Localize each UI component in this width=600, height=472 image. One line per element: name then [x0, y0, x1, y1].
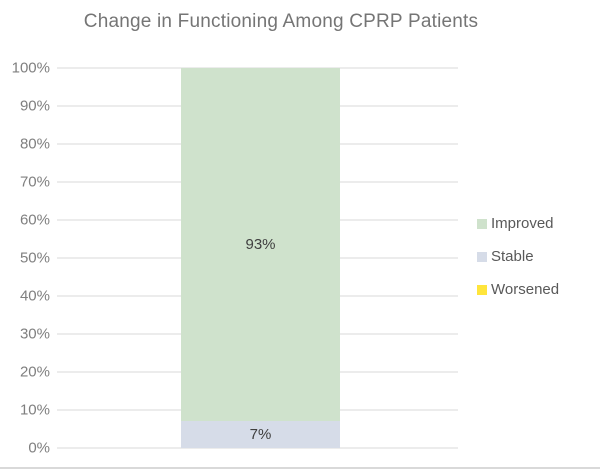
legend-label: Stable	[491, 248, 534, 265]
legend-item-stable: Stable	[477, 249, 559, 264]
y-axis-tick-label: 50%	[19, 249, 50, 267]
y-axis-tick-label: 90%	[19, 97, 50, 115]
legend-label: Improved	[491, 215, 554, 232]
legend-swatch-icon	[477, 284, 487, 295]
bottom-border-line	[0, 467, 600, 469]
y-axis-tick-label: 100%	[11, 59, 50, 77]
legend-label: Worsened	[491, 281, 560, 298]
legend-item-worsened: Worsened	[477, 282, 559, 297]
legend-swatch-icon	[477, 218, 487, 229]
chart-title: Change in Functioning Among CPRP Patient…	[83, 11, 479, 32]
y-axis: 0% 10% 20% 30% 40% 50% 60% 70% 80% 90% 100%	[0, 61, 50, 456]
plot-area: 7% 93%	[57, 67, 458, 449]
bar-segment-stable: 7%	[181, 421, 340, 448]
y-axis-tick-label: 60%	[19, 211, 50, 229]
data-label-improved: 93%	[245, 236, 276, 254]
y-axis-tick-label: 80%	[19, 135, 50, 153]
gridline	[57, 447, 458, 449]
y-axis-tick-label: 30%	[19, 325, 50, 343]
bar-segment-improved: 93%	[181, 68, 340, 422]
y-axis-tick-label: 20%	[19, 363, 50, 381]
y-axis-tick-label: 0%	[28, 439, 50, 457]
data-label-stable: 7%	[249, 426, 272, 444]
y-axis-tick-label: 70%	[19, 173, 50, 191]
legend-item-improved: Improved	[477, 216, 559, 231]
bar-column: 7% 93%	[181, 68, 340, 448]
y-axis-tick-label: 40%	[19, 287, 50, 305]
gridline	[57, 67, 458, 69]
y-axis-tick-label: 10%	[19, 401, 50, 419]
legend-swatch-icon	[477, 251, 487, 262]
legend: Improved Stable Worsened	[477, 216, 559, 315]
